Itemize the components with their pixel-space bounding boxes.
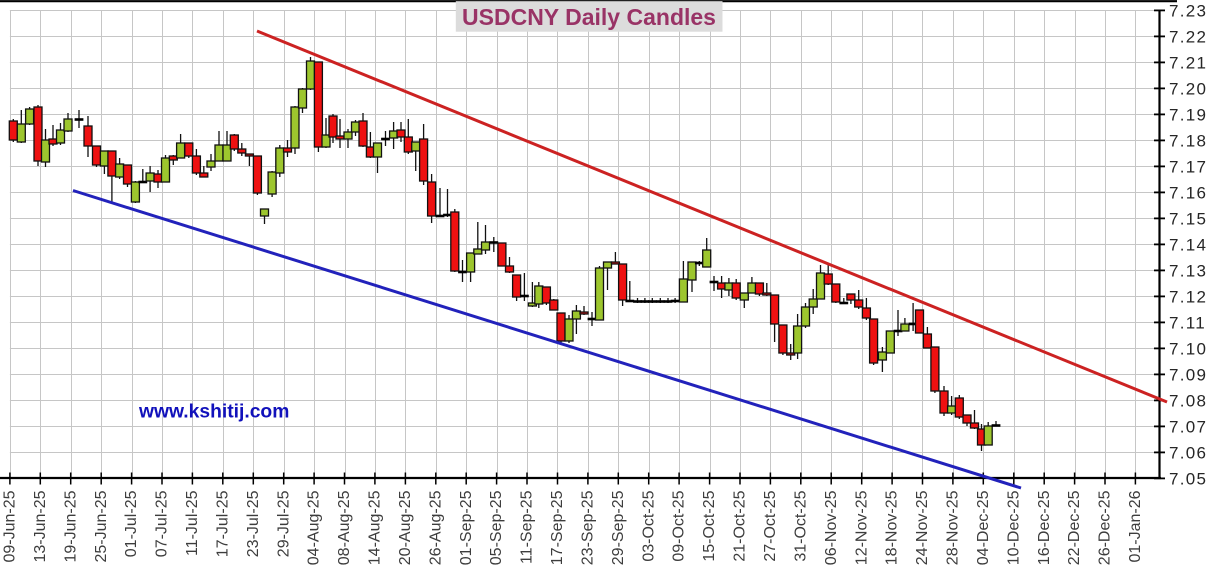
svg-text:7.20: 7.20 xyxy=(1169,80,1207,99)
svg-text:7.15: 7.15 xyxy=(1169,210,1207,229)
svg-text:10-Dec-25: 10-Dec-25 xyxy=(1005,490,1022,565)
svg-text:7.08: 7.08 xyxy=(1169,392,1207,411)
svg-text:21-Oct-25: 21-Oct-25 xyxy=(732,490,749,561)
svg-text:22-Dec-25: 22-Dec-25 xyxy=(1066,490,1083,565)
svg-text:08-Aug-25: 08-Aug-25 xyxy=(336,490,353,565)
svg-text:06-Nov-25: 06-Nov-25 xyxy=(823,490,840,565)
svg-text:7.14: 7.14 xyxy=(1169,236,1207,255)
svg-text:7.23: 7.23 xyxy=(1169,2,1207,21)
svg-text:7.05: 7.05 xyxy=(1169,470,1207,489)
svg-text:7.21: 7.21 xyxy=(1169,54,1207,73)
svg-text:11-Sep-25: 11-Sep-25 xyxy=(519,490,536,564)
svg-text:31-Oct-25: 31-Oct-25 xyxy=(792,490,809,561)
svg-text:05-Sep-25: 05-Sep-25 xyxy=(488,490,505,565)
svg-text:04-Aug-25: 04-Aug-25 xyxy=(306,490,323,565)
svg-text:03-Oct-25: 03-Oct-25 xyxy=(640,490,657,561)
svg-text:17-Jul-25: 17-Jul-25 xyxy=(214,490,231,557)
svg-text:24-Nov-25: 24-Nov-25 xyxy=(914,490,931,565)
svg-text:20-Aug-25: 20-Aug-25 xyxy=(397,490,414,565)
svg-text:7.12: 7.12 xyxy=(1169,288,1207,307)
svg-text:www.kshitij.com: www.kshitij.com xyxy=(138,402,289,423)
svg-text:18-Nov-25: 18-Nov-25 xyxy=(884,490,901,565)
svg-text:29-Jul-25: 29-Jul-25 xyxy=(275,490,292,557)
svg-text:19-Jun-25: 19-Jun-25 xyxy=(62,490,79,562)
svg-text:29-Sep-25: 29-Sep-25 xyxy=(610,490,627,565)
svg-text:27-Oct-25: 27-Oct-25 xyxy=(762,490,779,561)
svg-text:7.10: 7.10 xyxy=(1169,340,1207,359)
svg-text:7.18: 7.18 xyxy=(1169,132,1207,151)
svg-text:07-Jul-25: 07-Jul-25 xyxy=(154,490,171,557)
svg-text:12-Nov-25: 12-Nov-25 xyxy=(853,490,870,565)
svg-text:26-Aug-25: 26-Aug-25 xyxy=(427,490,444,565)
svg-text:17-Sep-25: 17-Sep-25 xyxy=(549,490,566,565)
svg-text:7.09: 7.09 xyxy=(1169,366,1207,385)
svg-text:7.17: 7.17 xyxy=(1169,158,1207,177)
svg-text:09-Oct-25: 09-Oct-25 xyxy=(671,490,688,561)
svg-text:7.19: 7.19 xyxy=(1169,106,1207,125)
svg-text:23-Jul-25: 23-Jul-25 xyxy=(245,490,262,557)
svg-text:7.22: 7.22 xyxy=(1169,28,1207,47)
svg-text:23-Sep-25: 23-Sep-25 xyxy=(580,490,597,565)
svg-text:11-Jul-25: 11-Jul-25 xyxy=(184,490,201,556)
svg-text:25-Jun-25: 25-Jun-25 xyxy=(93,490,110,562)
svg-text:04-Dec-25: 04-Dec-25 xyxy=(975,490,992,565)
svg-text:7.07: 7.07 xyxy=(1169,418,1207,437)
svg-text:13-Jun-25: 13-Jun-25 xyxy=(32,490,49,562)
svg-text:7.06: 7.06 xyxy=(1169,444,1207,463)
svg-text:14-Aug-25: 14-Aug-25 xyxy=(367,490,384,565)
svg-text:7.11: 7.11 xyxy=(1169,314,1206,333)
svg-text:16-Dec-25: 16-Dec-25 xyxy=(1036,490,1053,565)
svg-text:28-Nov-25: 28-Nov-25 xyxy=(945,490,962,565)
svg-text:01-Sep-25: 01-Sep-25 xyxy=(458,490,475,565)
svg-text:09-Jun-25: 09-Jun-25 xyxy=(2,490,19,562)
svg-text:01-Jul-25: 01-Jul-25 xyxy=(123,490,140,557)
svg-text:USDCNY Daily Candles: USDCNY Daily Candles xyxy=(462,4,716,30)
svg-text:26-Dec-25: 26-Dec-25 xyxy=(1097,490,1114,565)
svg-text:7.16: 7.16 xyxy=(1169,184,1207,203)
svg-text:01-Jan-26: 01-Jan-26 xyxy=(1127,490,1144,562)
svg-text:15-Oct-25: 15-Oct-25 xyxy=(701,490,718,561)
svg-text:7.13: 7.13 xyxy=(1169,262,1207,281)
